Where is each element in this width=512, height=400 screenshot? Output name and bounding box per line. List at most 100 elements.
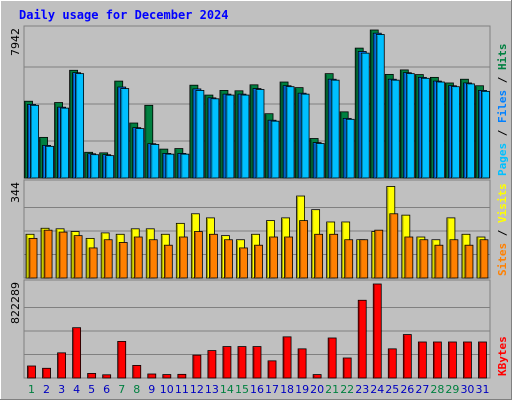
bar-sites-day-14 xyxy=(224,239,233,279)
bar-face xyxy=(207,350,217,379)
bar-face xyxy=(405,73,415,179)
day-label-22: 22 xyxy=(340,383,354,396)
day-label-14: 14 xyxy=(220,383,234,396)
bar-pages-day-7 xyxy=(120,88,130,179)
bar-face xyxy=(87,373,97,379)
bar-pages-day-8 xyxy=(135,128,145,179)
day-label-24: 24 xyxy=(370,383,384,396)
bar-face xyxy=(464,244,474,279)
bar-kbytes-day-20 xyxy=(312,374,322,379)
bar-pages-day-27 xyxy=(420,77,430,179)
bar-face xyxy=(163,244,173,279)
bar-face xyxy=(147,373,157,379)
bar-face xyxy=(478,341,487,379)
bar-pages-day-13 xyxy=(210,98,220,179)
panel-side-legend: Sites / Visits xyxy=(496,183,509,276)
bar-face xyxy=(448,341,457,379)
bar-sites-day-21 xyxy=(329,233,339,279)
bar-face xyxy=(148,239,158,279)
bar-sites-day-4 xyxy=(73,235,83,279)
bar-face xyxy=(192,354,202,379)
day-label-15: 15 xyxy=(235,383,249,396)
bar-kbytes-day-26 xyxy=(402,334,412,379)
bar-kbytes-day-6 xyxy=(102,374,112,379)
bar-kbytes-day-28 xyxy=(432,341,442,379)
bar-sites-day-23 xyxy=(359,239,369,279)
bar-face xyxy=(28,237,38,279)
bar-face xyxy=(389,213,399,279)
bar-pages-day-14 xyxy=(225,94,235,179)
day-axis: 1 2 3 4 5 6 7 8 9 10 11 12 13 14 15 16 17 18 19 20 21 22 23 24 2… xyxy=(28,383,489,396)
day-label-11: 11 xyxy=(175,383,189,396)
bar-face xyxy=(374,229,384,279)
bar-face xyxy=(178,236,188,279)
bar-kbytes-day-14 xyxy=(222,346,232,379)
day-label-23: 23 xyxy=(355,383,369,396)
panel-side-legend: KBytes xyxy=(496,336,509,376)
bar-sites-day-31 xyxy=(479,239,489,279)
day-label-29: 29 xyxy=(445,383,459,396)
bar-sites-day-17 xyxy=(269,236,278,279)
day-label-8: 8 xyxy=(133,383,140,396)
bar-face xyxy=(237,346,247,379)
day-label-28: 28 xyxy=(430,383,444,396)
day-label-25: 25 xyxy=(385,383,399,396)
bar-face xyxy=(327,337,337,379)
bar-face xyxy=(344,239,354,279)
bar-kbytes-day-2 xyxy=(42,367,51,379)
bar-pages-day-5 xyxy=(90,154,100,179)
day-label-10: 10 xyxy=(160,383,174,396)
bar-face xyxy=(314,233,324,279)
day-label-19: 19 xyxy=(295,383,309,396)
legend-pages: Pages xyxy=(496,143,509,176)
day-label-21: 21 xyxy=(325,383,339,396)
bar-pages-day-24 xyxy=(375,34,385,179)
bar-face xyxy=(375,34,385,179)
bar-face xyxy=(297,348,307,379)
bar-face xyxy=(90,154,100,179)
bar-face xyxy=(419,239,429,279)
bar-face xyxy=(117,341,127,379)
bar-face xyxy=(299,220,308,279)
bar-sites-day-29 xyxy=(449,239,459,279)
bar-pages-day-28 xyxy=(435,81,445,179)
bar-face xyxy=(103,239,113,279)
bar-face xyxy=(330,79,340,179)
bar-kbytes-day-31 xyxy=(478,341,487,379)
bar-sites-day-15 xyxy=(239,247,248,279)
bar-pages-day-18 xyxy=(285,86,295,179)
bar-pages-day-19 xyxy=(300,93,310,179)
bar-face xyxy=(165,153,175,179)
bar-sites-day-13 xyxy=(209,233,218,279)
bar-sites-day-25 xyxy=(389,213,399,279)
bar-face xyxy=(312,374,322,379)
day-label-18: 18 xyxy=(280,383,294,396)
bar-pages-day-25 xyxy=(390,79,400,179)
bar-face xyxy=(120,88,130,179)
bar-kbytes-day-9 xyxy=(147,373,157,379)
bar-pages-day-3 xyxy=(60,107,69,179)
bar-pages-day-16 xyxy=(255,89,265,179)
legend-kbytes: KBytes xyxy=(496,336,509,376)
day-label-30: 30 xyxy=(460,383,474,396)
bar-sites-day-5 xyxy=(88,247,98,279)
bar-sites-day-1 xyxy=(28,237,38,279)
legend-separator: / xyxy=(496,123,509,143)
bar-face xyxy=(88,247,98,279)
day-label-5: 5 xyxy=(88,383,95,396)
bar-face xyxy=(285,86,295,179)
bar-face xyxy=(102,374,112,379)
legend-separator: / xyxy=(496,70,509,90)
panel-side-legend: Pages / Files / Hits xyxy=(496,44,509,177)
bar-face xyxy=(132,365,142,379)
bar-pages-day-9 xyxy=(150,144,160,179)
chart-title: Daily usage for December 2024 xyxy=(19,8,229,22)
bar-sites-day-6 xyxy=(103,239,113,279)
bar-face xyxy=(224,239,233,279)
bar-face xyxy=(118,242,128,279)
bar-face xyxy=(135,128,145,179)
bar-face xyxy=(359,239,369,279)
panel-kbytes: 822289 KBytes xyxy=(9,279,509,379)
day-label-4: 4 xyxy=(73,383,80,396)
bar-pages-day-30 xyxy=(466,83,475,179)
